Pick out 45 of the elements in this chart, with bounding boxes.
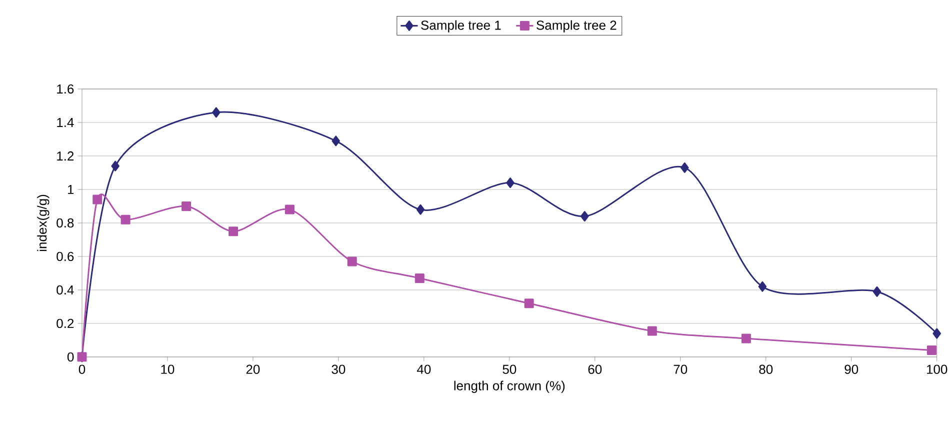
x-tick-label: 80: [759, 364, 773, 374]
y-axis-title: index(g/g): [37, 194, 50, 252]
y-tick-label: 0.4: [56, 285, 74, 295]
y-tick-label: 1.4: [57, 118, 74, 127]
point: [872, 286, 882, 297]
point: [932, 328, 941, 339]
point: [414, 274, 424, 284]
point: [758, 281, 767, 292]
x-tick-label: 100: [926, 364, 948, 374]
y-tick-label: 0: [67, 352, 74, 362]
point: [347, 256, 357, 266]
y-tick-label: 0.6: [56, 252, 74, 262]
point: [741, 334, 751, 344]
x-tick-label: 40: [416, 364, 431, 374]
x-tick-label: 30: [332, 364, 346, 374]
x-tick-label: 10: [161, 364, 174, 374]
point: [416, 204, 425, 215]
point: [92, 194, 102, 204]
point: [182, 201, 192, 211]
y-tick-label: 0.8: [56, 218, 74, 228]
point: [506, 178, 514, 188]
legend-label: Sample tree 2: [536, 20, 616, 32]
legend-label: Sample tree 1: [421, 20, 501, 32]
y-tick-label: 1: [68, 185, 74, 194]
point: [680, 162, 689, 173]
x-axis-title: length of crown (%): [454, 380, 565, 393]
point: [212, 107, 220, 118]
point: [284, 204, 294, 214]
y-tick-label: 0.2: [56, 318, 74, 328]
point: [524, 298, 534, 308]
x-tick-label: 50: [502, 364, 516, 374]
x-tick-label: 90: [844, 364, 858, 374]
point: [228, 226, 238, 236]
point: [120, 214, 130, 224]
point: [926, 346, 936, 356]
point: [111, 160, 120, 172]
x-tick-label: 60: [588, 364, 602, 374]
x-tick-label: 70: [674, 364, 688, 374]
point: [332, 136, 340, 146]
point: [647, 326, 657, 336]
x-tick-label: 20: [246, 364, 260, 374]
y-tick-label: 1.2: [57, 151, 74, 161]
y-tick-label: 1.6: [57, 84, 74, 94]
point: [580, 211, 589, 222]
x-tick-label: 0: [78, 364, 86, 374]
